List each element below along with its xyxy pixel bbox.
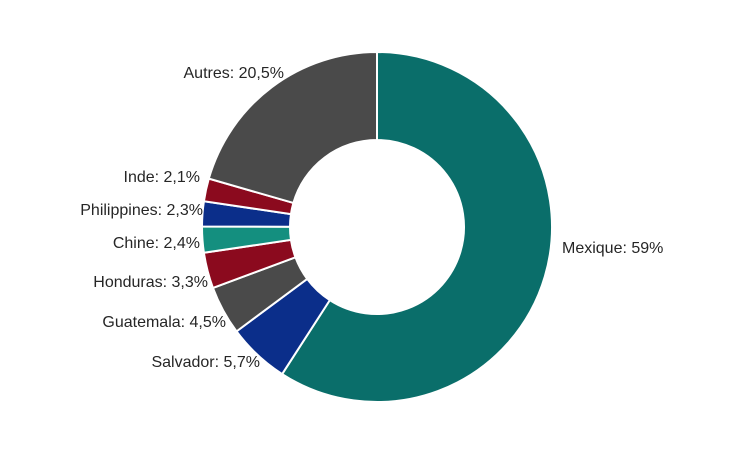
label-salvador: Salvador: 5,7% [151, 354, 260, 371]
slices-group [200, 50, 553, 403]
label-mexique: Mexique: 59% [562, 240, 663, 257]
label-guatemala: Guatemala: 4,5% [102, 314, 226, 331]
labels-group: Mexique: 59% Salvador: 5,7% Guatemala: 4,5… [80, 65, 663, 371]
label-autres: Autres: 20,5% [184, 65, 285, 82]
label-honduras: Honduras: 3,3% [93, 274, 208, 291]
label-inde: Inde: 2,1% [124, 169, 201, 186]
slice-autres [207, 50, 378, 205]
slice-mexique [280, 50, 553, 403]
label-chine: Chine: 2,4% [113, 235, 200, 252]
label-philippines: Philippines: 2,3% [80, 202, 203, 219]
